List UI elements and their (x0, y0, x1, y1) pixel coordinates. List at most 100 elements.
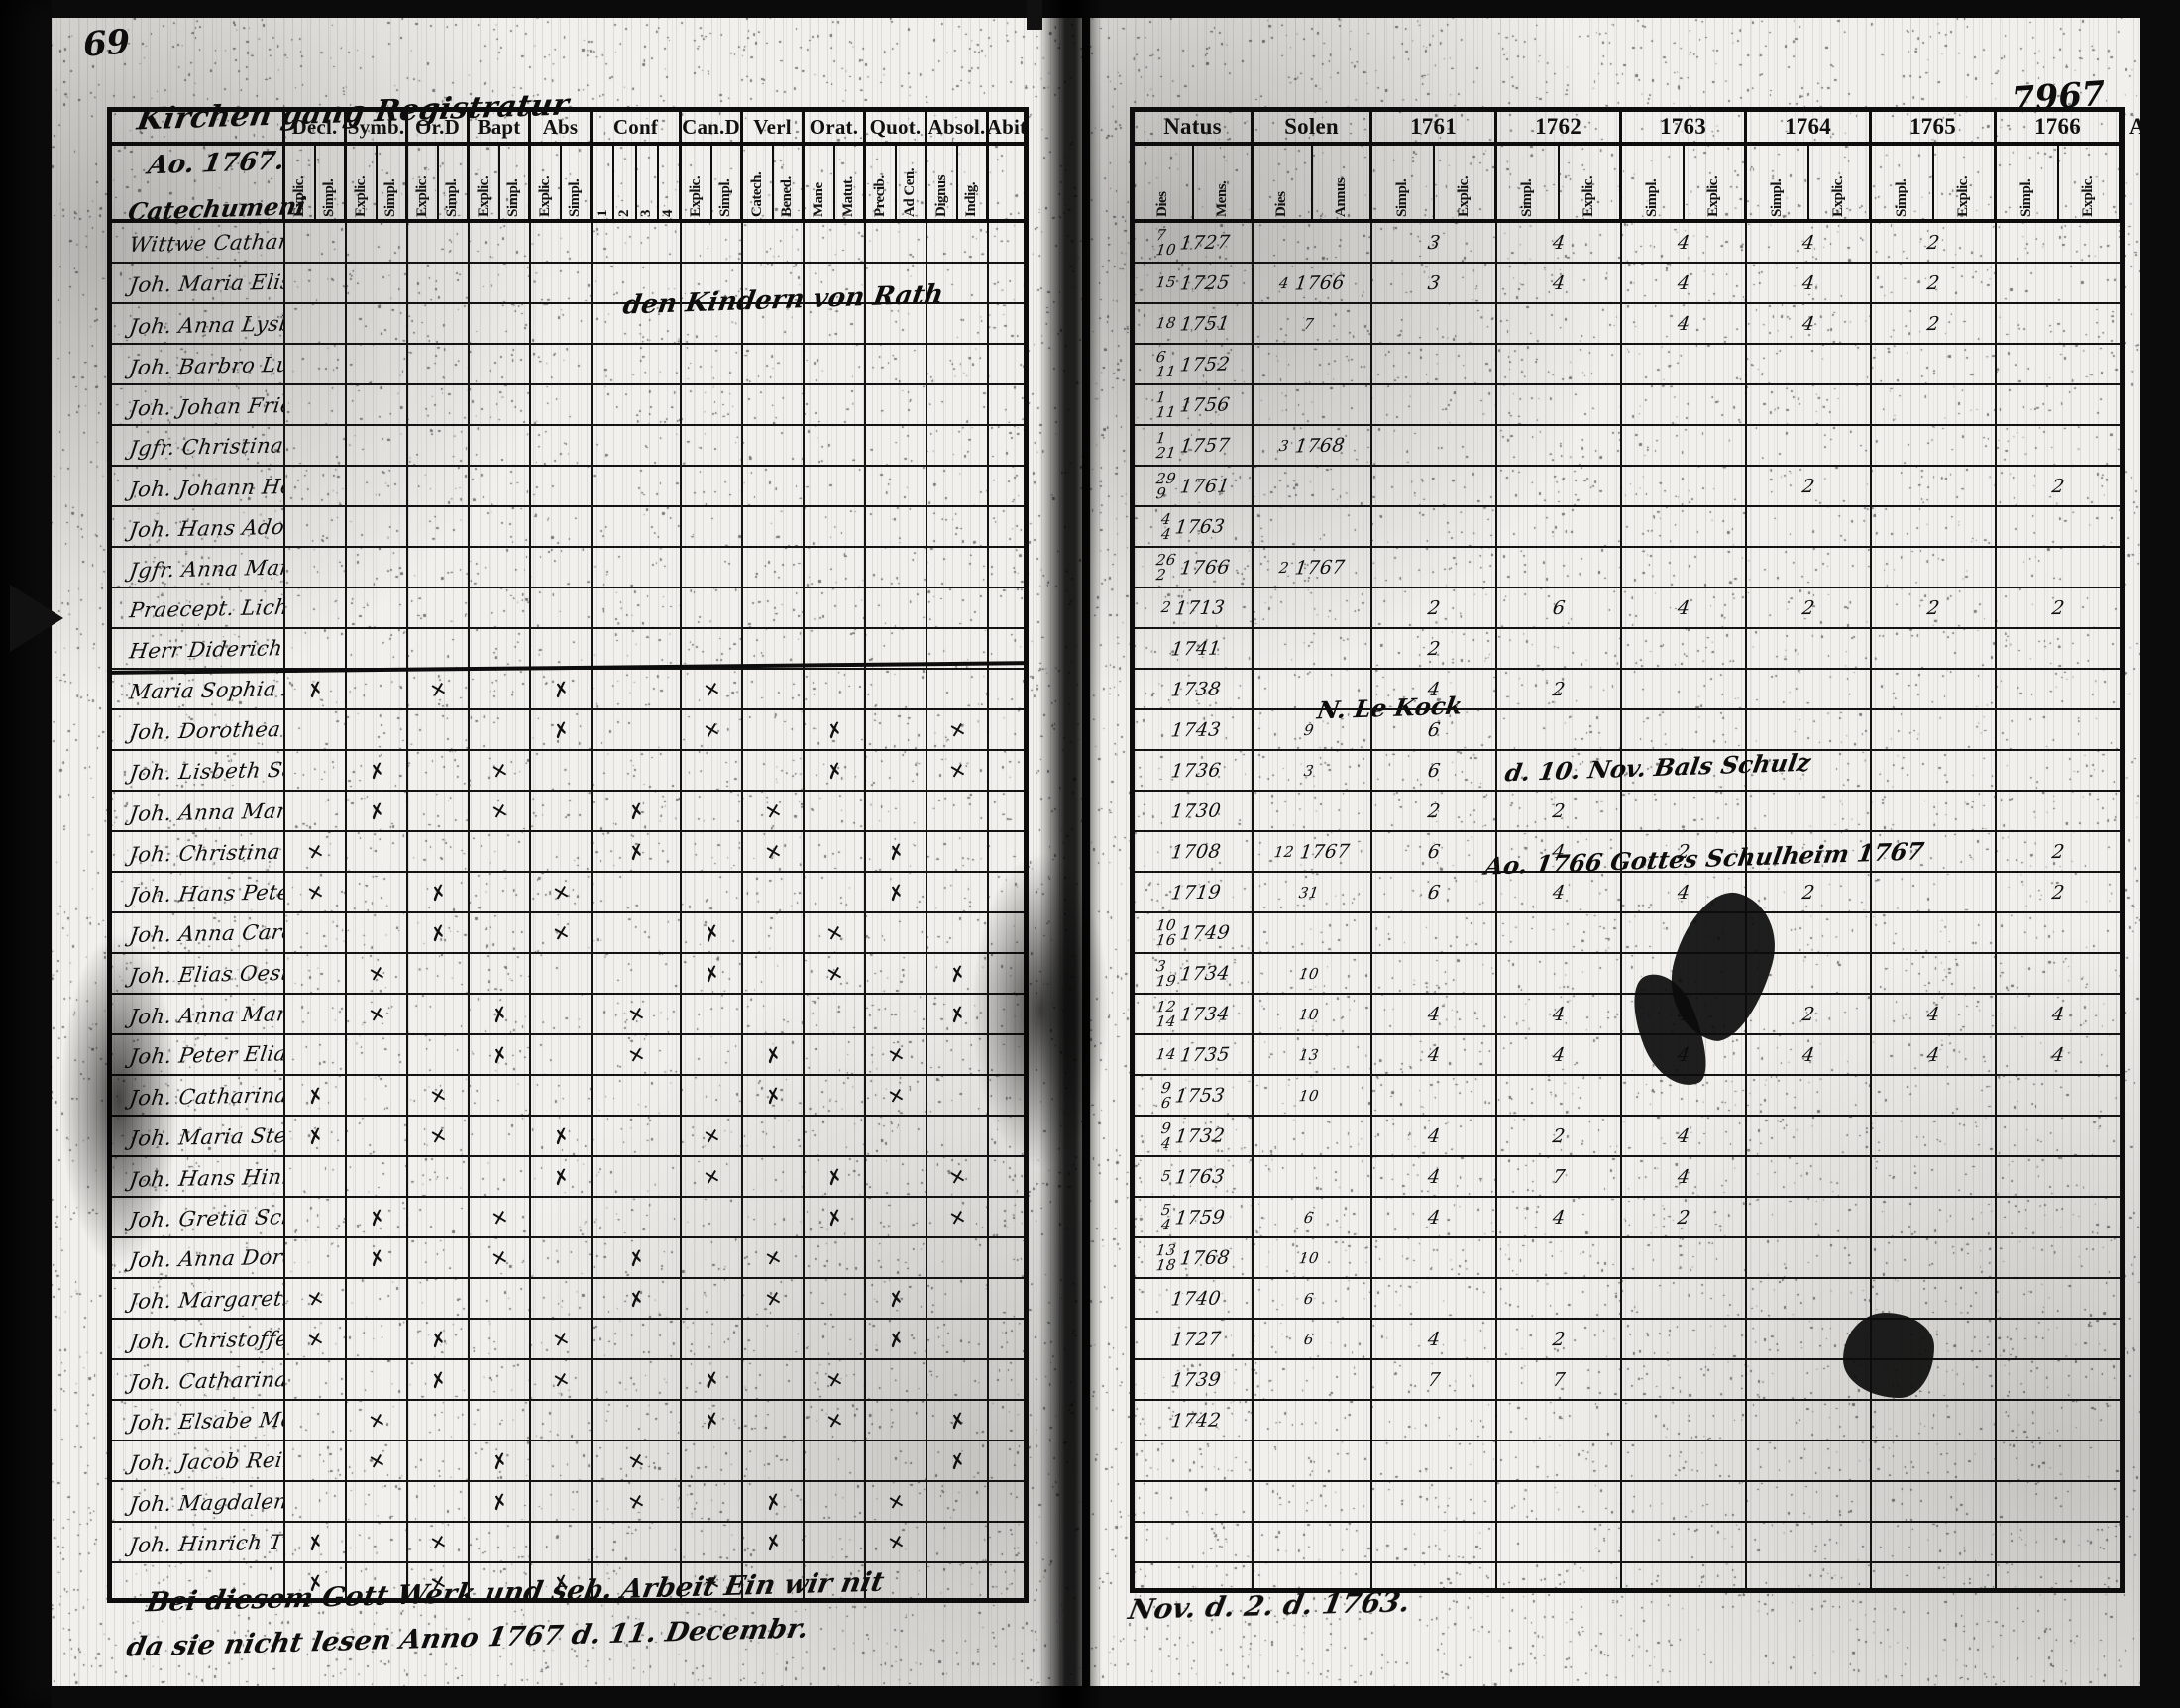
year-cell-1761: 2 (1372, 629, 1497, 668)
handwritten-name: Joh. Barbro Luysa Amtmann (127, 349, 285, 379)
subheader-quot: Precib. Ad Cen. (866, 146, 927, 219)
year-cell-1765 (1872, 1279, 1997, 1318)
natus-daymonth: 2 (1159, 598, 1171, 616)
data-cell (593, 426, 682, 465)
check-mark: ✕ (426, 1081, 450, 1110)
solen-cell: 6 (1254, 1279, 1372, 1318)
subheader-cell: Matut. (835, 146, 864, 219)
year-cell-1762 (1497, 548, 1622, 587)
data-cell (805, 1279, 866, 1318)
natus-year: 1725 (1178, 270, 1233, 295)
table-row: 15 1725 4 1766 3 4 4 4 2 (1135, 264, 2121, 304)
data-cell (927, 345, 989, 383)
data-cell (927, 264, 989, 302)
name-cell: Joh. Elias Oestreich (112, 954, 285, 993)
subheader-label: Simpl. (321, 178, 338, 217)
data-cell (989, 1320, 1024, 1358)
natus-year: 1743 (1168, 717, 1223, 742)
name-cell: Joh. Hans Hinrich Lembke (112, 1157, 285, 1196)
data-cell: ✕ (408, 1117, 470, 1155)
table-row: 5 1763 4 7 4 (1135, 1157, 2121, 1198)
data-cell: ✕ (470, 1238, 531, 1277)
solen-cell: 10 (1254, 1076, 1372, 1115)
data-cell (1135, 1563, 1254, 1588)
data-cell: ✕ (743, 1238, 805, 1277)
data-cell: ✗ (531, 670, 593, 708)
data-cell (347, 548, 408, 587)
data-cell (1872, 1523, 1997, 1561)
data-cell (927, 1035, 989, 1074)
data-cell (682, 1198, 743, 1236)
year-value: 4 (1676, 271, 1691, 294)
year-cell-1764 (1747, 1238, 1872, 1277)
check-mark: ✕ (884, 1040, 908, 1069)
data-cell (866, 751, 927, 790)
subheader-label: Annus (1332, 177, 1349, 217)
data-cell: ✗ (927, 995, 989, 1033)
data-cell (1497, 1523, 1622, 1561)
header-cand: Can.D (682, 112, 743, 142)
solen-day: 7 (1302, 314, 1316, 333)
check-mark: ✗ (303, 1121, 327, 1150)
natus-year: 1736 (1168, 758, 1223, 783)
subheader-cell: Explic. (285, 146, 316, 219)
year-value: 2 (1925, 312, 1941, 335)
data-cell (805, 385, 866, 424)
table-row: ✗ ✕ ✗ ✕ (112, 1563, 1024, 1598)
subheader-label: Indig. (963, 182, 980, 217)
data-cell (989, 792, 1024, 830)
year-cell-1763: 4 (1622, 1157, 1747, 1196)
natus-month: 19 (1154, 971, 1177, 990)
check-mark: ✗ (761, 1528, 785, 1556)
data-cell: ✗ (408, 1360, 470, 1399)
handwritten-name: Joh. Catharina Ehlers (127, 1081, 285, 1110)
check-mark: ✗ (488, 1487, 511, 1516)
check-mark: ✗ (822, 1162, 846, 1191)
check-mark: ✕ (426, 1121, 450, 1150)
name-cell: Joh. Magdalena Brandt (112, 1482, 285, 1521)
check-mark: ✗ (624, 1243, 648, 1272)
data-cell (805, 670, 866, 708)
natus-day: 15 (1154, 273, 1177, 292)
natus-cell: 1736 (1135, 751, 1254, 790)
data-cell (805, 873, 866, 911)
year-cell-1766 (1997, 1157, 2121, 1196)
subheader-natus: Dies Mens. (1135, 146, 1254, 219)
table-row: 18 1751 7 4 4 2 (1135, 304, 2121, 345)
natus-year: 1739 (1168, 1367, 1223, 1392)
data-cell (743, 995, 805, 1033)
subheader-label: Simpl. (567, 178, 584, 217)
data-cell: ✕ (593, 995, 682, 1033)
data-cell (989, 1198, 1024, 1236)
data-cell (805, 1563, 866, 1598)
data-cell (989, 710, 1024, 749)
data-cell (408, 264, 470, 302)
handwritten-name: Joh. Maria Steinmeyer (127, 1121, 285, 1151)
table-row: Joh. Dorothea Stuhr ✗ ✕ ✗ ✕ (112, 710, 1024, 751)
check-mark: ✗ (884, 837, 908, 866)
data-cell (593, 385, 682, 424)
data-cell: ✕ (470, 751, 531, 790)
data-cell (989, 913, 1024, 952)
data-cell: ✗ (531, 710, 593, 749)
subheader-cell: Dies (1254, 146, 1313, 219)
subheader-label: Explic. (413, 175, 430, 217)
data-cell: ✕ (927, 1198, 989, 1236)
header-1762: 1762 (1497, 112, 1622, 142)
natus-year: 1730 (1168, 799, 1223, 823)
year-cell-1766 (1997, 751, 2121, 790)
data-cell (927, 548, 989, 587)
table-row: 1741 2 (1135, 629, 2121, 670)
data-cell (470, 1360, 531, 1399)
name-cell: Joh. Gretia Schroeder (112, 1198, 285, 1236)
natus-month: 4 (1159, 524, 1172, 543)
subheader-cell: Explic. (1685, 146, 1745, 219)
data-cell (1497, 1482, 1622, 1521)
year-cell-1764 (1747, 751, 1872, 790)
subheader-label: 2 (615, 210, 632, 217)
check-mark: ✕ (488, 1203, 511, 1231)
data-cell (866, 507, 927, 546)
check-mark: ✕ (822, 1365, 846, 1394)
natus-cell: 1 11 1756 (1135, 385, 1254, 424)
year-cell-1765 (1872, 467, 1997, 505)
